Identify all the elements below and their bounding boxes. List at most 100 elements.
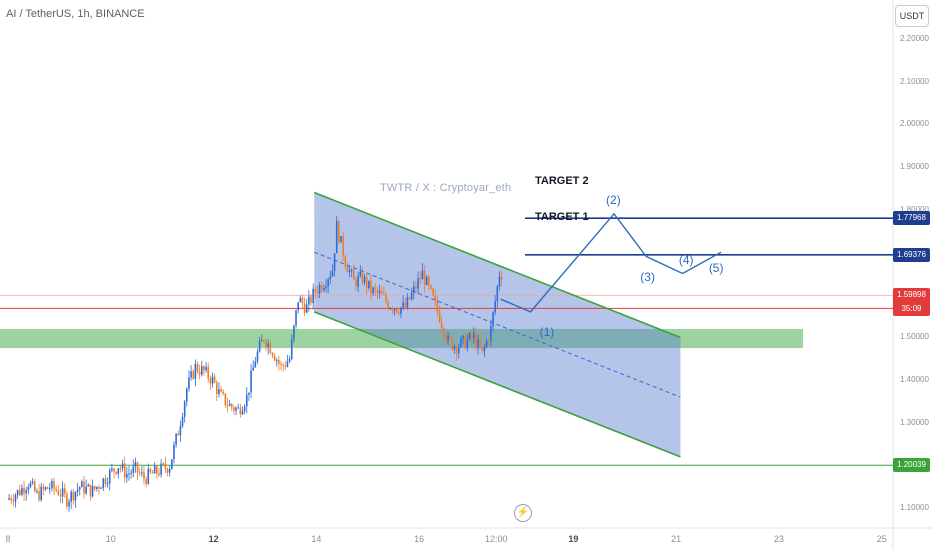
candle-body: [447, 335, 449, 341]
candle-body: [36, 491, 38, 493]
candle-body: [132, 466, 135, 474]
candle-body: [323, 288, 325, 291]
candle-body: [421, 270, 424, 280]
channel-lower-line: [313, 311, 681, 458]
candle-body: [168, 469, 171, 473]
candle-body: [192, 371, 195, 379]
candle-body: [183, 401, 186, 417]
candle-body: [21, 487, 23, 495]
candle-body: [164, 463, 167, 469]
candle-body: [380, 291, 383, 295]
x-tick-label: 21: [671, 534, 682, 544]
x-tick-label: 8: [5, 534, 11, 544]
candle-body: [215, 382, 218, 394]
channel-upper-line: [313, 191, 681, 339]
candle-body: [400, 307, 402, 314]
candle-body: [235, 407, 237, 411]
candle-body: [53, 480, 55, 489]
candle-body: [201, 366, 203, 375]
candle-body: [342, 236, 344, 257]
candle-body: [477, 339, 479, 348]
candle-body: [256, 351, 259, 362]
candle-body: [318, 284, 321, 294]
candle-body: [440, 322, 443, 328]
candle-body: [10, 498, 13, 501]
candle-body: [175, 433, 177, 445]
candle-body: [453, 346, 456, 350]
candle-body: [413, 286, 415, 293]
candle-body: [121, 463, 124, 469]
candle-body: [245, 394, 248, 407]
candle-body: [408, 297, 411, 300]
candle-body: [233, 407, 235, 411]
candle-body: [241, 410, 244, 415]
candle-body: [481, 347, 484, 351]
candle-body: [442, 327, 445, 337]
candle-body: [78, 487, 81, 490]
candle-body: [237, 407, 240, 409]
candle-body: [344, 256, 347, 267]
candle-body: [130, 473, 132, 475]
candle-body: [196, 363, 199, 372]
candle-body: [288, 358, 291, 362]
candle-body: [434, 295, 437, 301]
candle-body: [158, 473, 160, 475]
candle-body: [91, 486, 94, 497]
candle-body: [147, 468, 150, 484]
candle-body: [410, 292, 413, 300]
candle-body: [108, 470, 111, 484]
candle-body: [74, 491, 77, 501]
candle-body: [205, 366, 207, 371]
price-tag: 1.69376: [893, 247, 930, 262]
candle-body: [106, 483, 109, 485]
candle-body: [38, 491, 40, 501]
candle-body: [340, 236, 342, 243]
currency-button[interactable]: USDT: [895, 5, 929, 27]
candle-body: [427, 276, 430, 286]
candle-body: [308, 296, 310, 305]
candle-body: [27, 487, 30, 491]
price-tag: 1.77968: [893, 211, 930, 226]
candle-body: [389, 308, 392, 310]
y-tick-label: 1.10000: [900, 503, 929, 512]
candle-body: [475, 333, 477, 348]
y-tick-label: 2.00000: [900, 119, 929, 129]
x-tick-label: 12:00: [484, 534, 508, 544]
candle-body: [417, 278, 419, 289]
candle-body: [479, 339, 481, 348]
watermark: TWTR / X : Cryptoyar_eth: [380, 182, 512, 194]
candle-body: [297, 302, 299, 311]
candle-body: [445, 336, 447, 341]
candle-body: [117, 468, 120, 474]
y-tick-label: 1.40000: [900, 375, 929, 385]
y-tick-label: 1.50000: [900, 332, 929, 342]
candle-body: [143, 472, 145, 479]
candle-body: [128, 473, 130, 475]
candle-body: [61, 488, 64, 497]
candle-body: [23, 487, 25, 494]
y-tick-label: 2.20000: [900, 34, 929, 43]
candle-body: [299, 297, 302, 303]
candle-body: [18, 490, 21, 495]
candle-body: [500, 276, 503, 280]
candle-body: [211, 376, 214, 384]
candle-body: [250, 370, 252, 393]
candle-body: [269, 343, 272, 354]
candle-body: [16, 490, 19, 496]
candle-body: [25, 490, 28, 494]
candle-body: [123, 463, 126, 478]
candle-body: [286, 361, 289, 367]
candle-body: [353, 269, 355, 280]
candle-body: [470, 333, 473, 339]
candle-body: [346, 266, 349, 273]
candle-body: [329, 276, 332, 280]
y-tick-label: 2.10000: [900, 76, 929, 86]
candle-body: [280, 363, 282, 365]
lightning-icon[interactable]: ⚡: [514, 504, 532, 522]
candle-body: [83, 481, 85, 494]
current-price-value: 1.59898: [897, 290, 926, 300]
candle-body: [224, 393, 227, 406]
candle-body: [462, 335, 464, 339]
candle-body: [98, 486, 100, 489]
